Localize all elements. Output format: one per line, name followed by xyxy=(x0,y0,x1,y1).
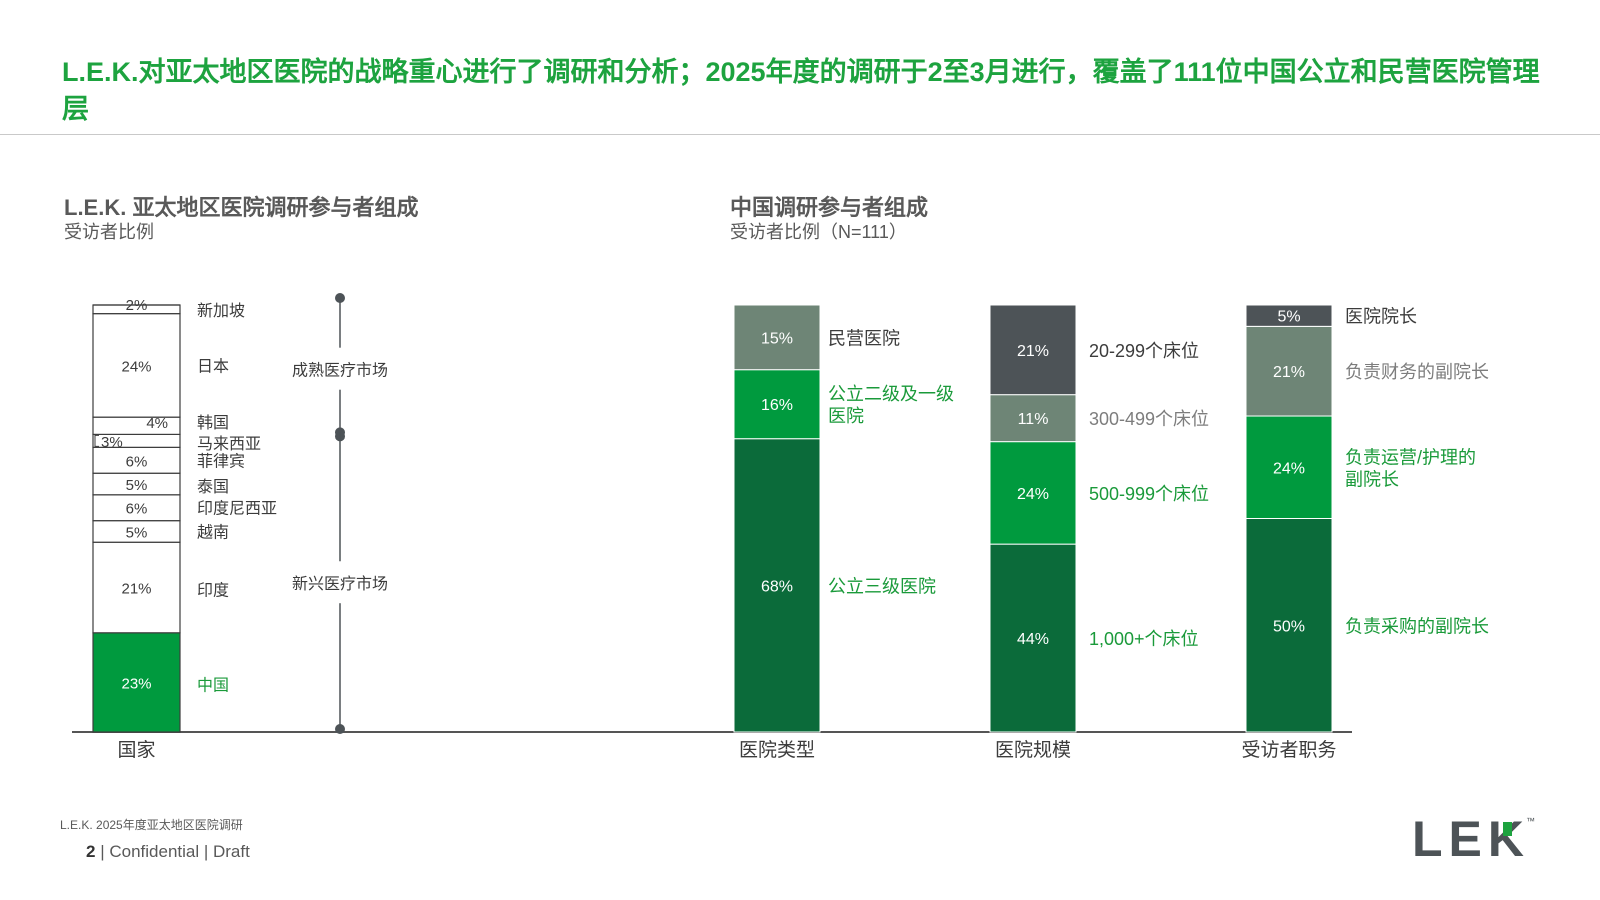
bar-country-segment xyxy=(92,313,181,418)
lek-logo-accent xyxy=(1503,822,1512,836)
footer-page-info: 2 | Confidential | Draft xyxy=(86,842,250,862)
bar-category-name: 500-999个床位 xyxy=(1089,484,1209,504)
bar-country-value-label: 6% xyxy=(126,501,148,518)
bar-category-name: 负责运营/护理的 xyxy=(1345,447,1476,467)
bar-country-category-name: 菲律宾 xyxy=(197,452,245,470)
bar-value-label: 21% xyxy=(1017,343,1049,360)
bar-category-name: 医院院长 xyxy=(1345,307,1417,327)
bar-segment xyxy=(989,394,1077,443)
bar-country-value-label: 5% xyxy=(126,477,148,494)
bar-value-label: 68% xyxy=(761,578,793,595)
right-section-title: 中国调研参与者组成 xyxy=(730,195,929,220)
bar-country-bracket xyxy=(94,434,99,447)
bar-country-category-name: 越南 xyxy=(197,523,229,541)
left-section-title: L.E.K. 亚太地区医院调研参与者组成 xyxy=(64,195,419,220)
confidential-label: | Confidential | Draft xyxy=(100,842,250,861)
bar-country-category-name: 日本 xyxy=(197,357,229,375)
lek-logo: LEK ™ xyxy=(1412,814,1535,860)
bar-country-category-name: 泰国 xyxy=(197,478,229,496)
bar-country-category-name: 印度 xyxy=(197,582,229,600)
bar-country-segment xyxy=(92,446,181,474)
bar-country-value-label: 21% xyxy=(121,581,151,598)
bar-country-value-label: 4% xyxy=(146,415,168,432)
bar-segment xyxy=(733,438,821,733)
market-group-label: 新兴医疗市场 xyxy=(292,575,388,593)
bar-segment xyxy=(989,441,1077,545)
bar-category-name: 民营医院 xyxy=(828,328,900,348)
bar-country-segment xyxy=(92,632,181,733)
bar-value-label: 16% xyxy=(761,397,793,414)
bar-segment xyxy=(1245,325,1333,417)
bar-country-category-name: 中国 xyxy=(197,676,229,694)
bar-category-name: 负责采购的副院长 xyxy=(1345,616,1489,636)
bar-category-name: 1,000+个床位 xyxy=(1089,629,1199,649)
title-divider xyxy=(0,134,1600,135)
bar-category-name: 公立二级及一级 xyxy=(828,384,954,404)
bar-country-segment xyxy=(92,494,181,522)
lek-logo-trademark: ™ xyxy=(1526,816,1535,826)
bar-segment xyxy=(1245,415,1333,519)
bar-value-label: 5% xyxy=(1277,309,1300,326)
page-number: 2 xyxy=(86,842,96,861)
right-section-subtitle: 受访者比例（N=111） xyxy=(730,222,907,242)
bar-category-name: 公立三级医院 xyxy=(828,576,936,596)
bar-value-label: 11% xyxy=(1018,411,1049,428)
bar-value-label: 50% xyxy=(1273,618,1305,635)
left-section-subtitle: 受访者比例 xyxy=(64,222,154,242)
bar-country-value-label: 23% xyxy=(121,675,151,692)
bar-value-label: 44% xyxy=(1017,631,1049,648)
bar-country-category-name: 新加坡 xyxy=(197,302,245,320)
bar-country-category-name: 印度尼西亚 xyxy=(197,500,277,518)
bar-segment xyxy=(733,369,821,440)
x-axis-category-label: 医院类型 xyxy=(739,739,815,761)
footer-source: L.E.K. 2025年度亚太地区医院调研 xyxy=(60,818,243,832)
bar-country-segment xyxy=(92,541,181,634)
bar-country-category-name: 马来西亚 xyxy=(197,435,261,453)
page-title: L.E.K.对亚太地区医院的战略重心进行了调研和分析；2025年度的调研于2至3… xyxy=(62,57,1540,124)
x-axis-category-label: 受访者职务 xyxy=(1241,739,1336,761)
bar-category-name: 负责财务的副院长 xyxy=(1345,362,1489,382)
bar-segment xyxy=(989,304,1077,396)
bar-country-value-label: 3% xyxy=(101,434,123,451)
bar-value-label: 21% xyxy=(1273,364,1305,381)
lek-logo-text: LEK xyxy=(1412,814,1530,860)
bar-category-name: 300-499个床位 xyxy=(1089,409,1209,429)
bar-value-label: 24% xyxy=(1017,486,1049,503)
bar-country-value-label: 5% xyxy=(126,524,148,541)
bar-segment xyxy=(989,543,1077,733)
x-axis-category-label: 国家 xyxy=(117,739,155,761)
bar-category-name: 医院 xyxy=(828,406,864,426)
bar-country-value-label: 24% xyxy=(121,358,151,375)
bar-country-category-name: 韩国 xyxy=(197,414,229,432)
bar-category-name: 20-299个床位 xyxy=(1089,341,1199,361)
bar-country-value-label: 6% xyxy=(126,453,148,470)
bar-segment xyxy=(733,304,821,371)
bar-value-label: 24% xyxy=(1273,460,1305,477)
market-group-label: 成熟医疗市场 xyxy=(292,362,388,380)
bar-category-name: 副院长 xyxy=(1345,469,1399,489)
bar-segment xyxy=(1245,304,1333,327)
x-axis-category-label: 医院规模 xyxy=(995,739,1071,761)
bar-value-label: 15% xyxy=(761,330,793,347)
